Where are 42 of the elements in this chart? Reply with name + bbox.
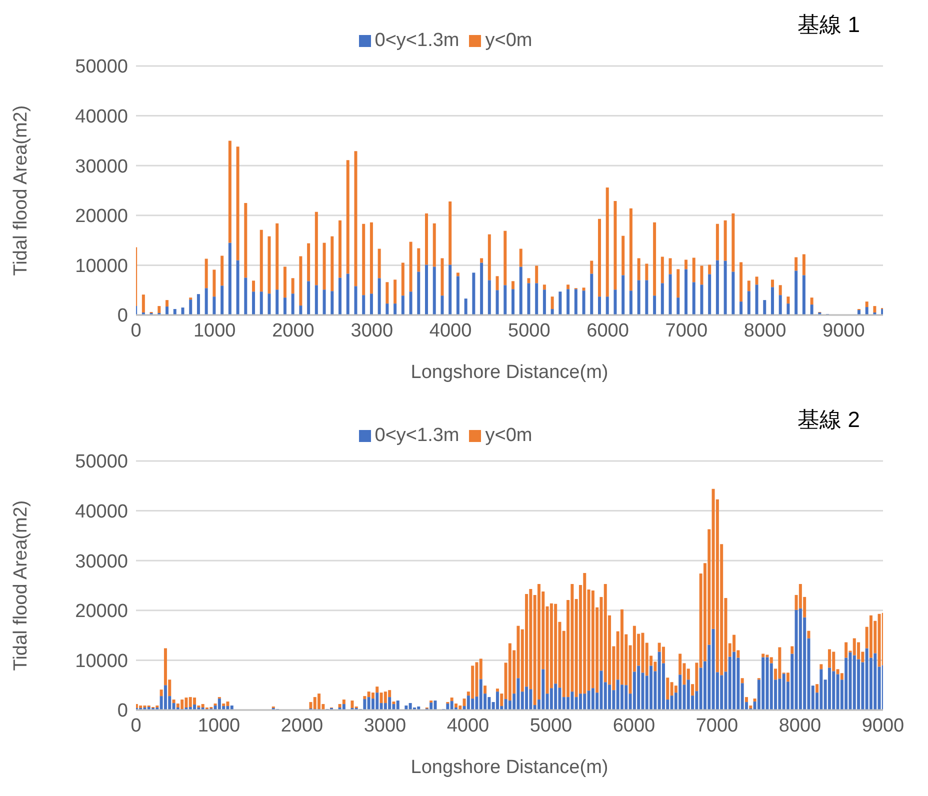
y-tick-label: 0: [117, 700, 128, 722]
y-tick-label: 10000: [75, 256, 128, 277]
legend-label: y<0m: [485, 30, 532, 51]
y-axis-title: Tidal flood Area(m2): [10, 500, 32, 671]
x-tick-label: 2000: [272, 320, 314, 342]
x-tick-label: 5000: [508, 320, 550, 342]
chart-title: 基線 1: [798, 11, 860, 39]
y-tick-label: 50000: [75, 56, 128, 78]
x-tick-label: 6000: [612, 715, 656, 736]
y-tick-label: 20000: [75, 601, 128, 622]
x-tick-label: 4000: [446, 715, 490, 736]
legend-label: 0<y<1.3m: [374, 30, 460, 51]
y-tick-label: 20000: [75, 206, 128, 228]
x-tick-label: 3000: [350, 320, 394, 342]
x-tick-label: 2000: [280, 715, 324, 736]
y-axis-title: Tidal flood Area(m2): [10, 105, 32, 276]
y-tick-label: 30000: [75, 156, 128, 178]
x-tick-label: 4000: [429, 320, 472, 342]
y-tick-label: 10000: [75, 650, 128, 672]
x-tick-label: 0: [130, 320, 142, 342]
y-tick-label: 0: [117, 306, 128, 327]
x-tick-label: 5000: [530, 715, 572, 736]
x-tick-label: 1000: [198, 715, 240, 736]
x-tick-label: 6000: [586, 320, 629, 342]
legend-label: y<0m: [485, 425, 532, 446]
x-tick-label: 7000: [696, 715, 738, 736]
x-tick-label: 7000: [665, 320, 708, 342]
x-tick-label: 8000: [778, 715, 822, 736]
y-tick-label: 40000: [75, 502, 128, 523]
x-tick-label: 1000: [193, 320, 236, 342]
x-tick-label: 0: [130, 715, 142, 736]
x-axis-title: Longshore Distance(m): [410, 757, 608, 778]
x-tick-label: 8000: [744, 320, 786, 342]
legend-label: 0<y<1.3m: [374, 425, 460, 446]
y-tick-label: 50000: [75, 452, 128, 473]
x-tick-label: 9000: [822, 320, 865, 342]
x-axis-title: Longshore Distance(m): [410, 362, 608, 383]
y-tick-label: 30000: [75, 551, 128, 572]
x-tick-label: 3000: [364, 715, 406, 736]
x-tick-label: 9000: [862, 715, 904, 736]
y-tick-label: 40000: [75, 106, 128, 128]
chart-title: 基線 2: [798, 406, 860, 434]
